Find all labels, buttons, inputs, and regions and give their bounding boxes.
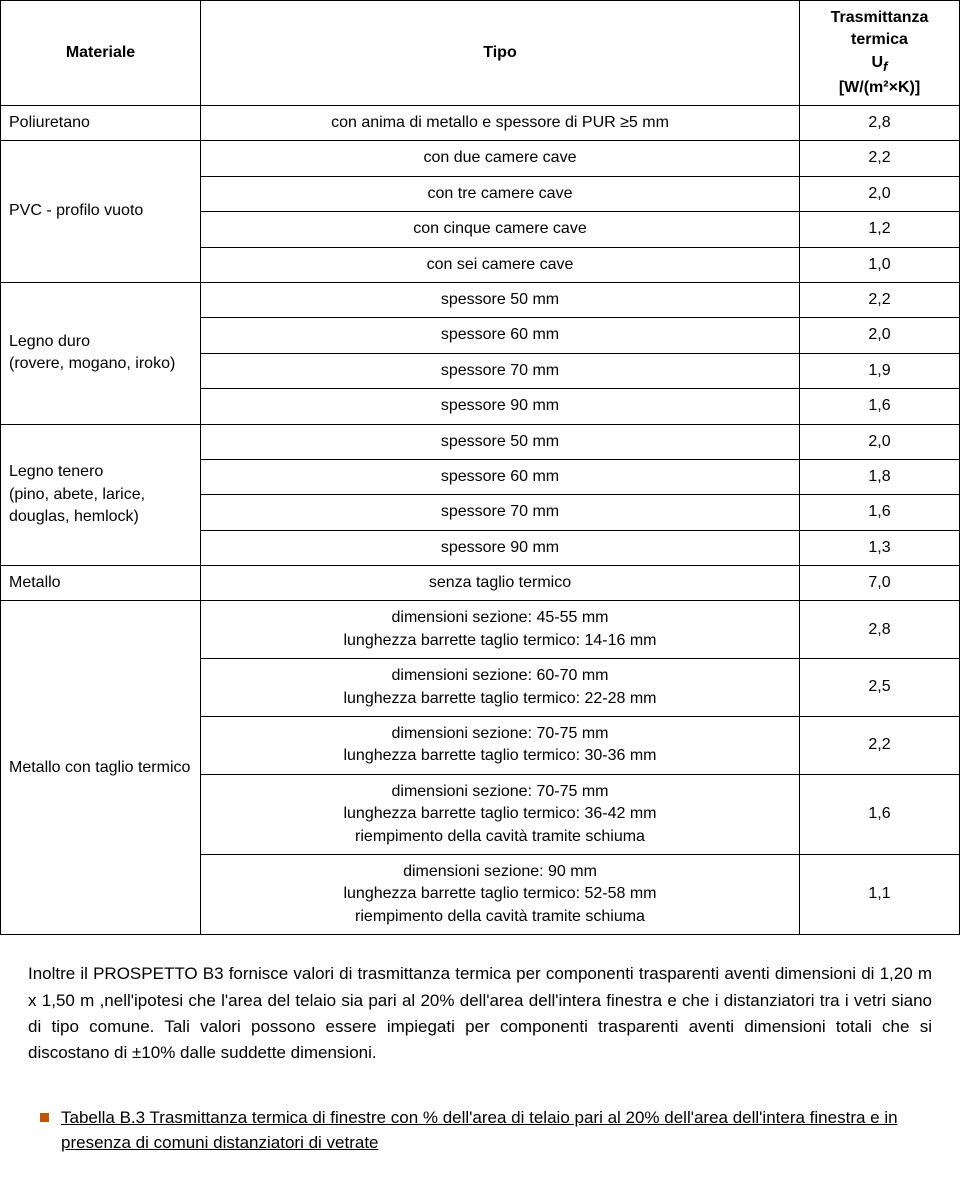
header-line2: Uf: [808, 52, 951, 77]
cell-tipo: con sei camere cave: [201, 247, 800, 282]
cell-value: 1,8: [800, 459, 960, 494]
cell-value: 2,2: [800, 717, 960, 775]
cell-tipo: spessore 50 mm: [201, 424, 800, 459]
table-header-row: Materiale Tipo Trasmittanza termica Uf […: [1, 1, 960, 106]
header-line3: [W/(m²×K)]: [808, 77, 951, 99]
table-row: Legno tenero (pino, abete, larice, dougl…: [1, 424, 960, 459]
materials-table: Materiale Tipo Trasmittanza termica Uf […: [0, 0, 960, 935]
cell-value: 2,0: [800, 424, 960, 459]
cell-value: 2,0: [800, 318, 960, 353]
cell-materiale: Poliuretano: [1, 106, 201, 141]
cell-tipo: dimensioni sezione: 45-55 mm lunghezza b…: [201, 601, 800, 659]
cell-tipo: con due camere cave: [201, 141, 800, 176]
cell-tipo: con cinque camere cave: [201, 212, 800, 247]
cell-materiale: Legno tenero (pino, abete, larice, dougl…: [1, 424, 201, 566]
header-trasmittanza: Trasmittanza termica Uf [W/(m²×K)]: [800, 1, 960, 106]
bullet-icon: [40, 1113, 49, 1122]
plus-minus-symbol: ±: [132, 1043, 141, 1062]
table-row: Metallo con taglio termico dimensioni se…: [1, 601, 960, 659]
cell-value: 1,1: [800, 855, 960, 935]
table-row: PVC - profilo vuoto con due camere cave …: [1, 141, 960, 176]
cell-value: 2,0: [800, 176, 960, 211]
header-materiale: Materiale: [1, 1, 201, 106]
cell-tipo: spessore 60 mm: [201, 318, 800, 353]
cell-value: 1,2: [800, 212, 960, 247]
table-row: Poliuretano con anima di metallo e spess…: [1, 106, 960, 141]
cell-tipo: spessore 60 mm: [201, 459, 800, 494]
cell-tipo: dimensioni sezione: 70-75 mm lunghezza b…: [201, 774, 800, 854]
cell-tipo: spessore 90 mm: [201, 530, 800, 565]
cell-value: 2,8: [800, 601, 960, 659]
cell-value: 1,6: [800, 774, 960, 854]
cell-value: 7,0: [800, 566, 960, 601]
cell-tipo: spessore 70 mm: [201, 495, 800, 530]
cell-tipo: spessore 70 mm: [201, 353, 800, 388]
cell-value: 2,2: [800, 282, 960, 317]
cell-tipo: spessore 50 mm: [201, 282, 800, 317]
cell-tipo: con anima di metallo e spessore di PUR ≥…: [201, 106, 800, 141]
table-row: Legno duro (rovere, mogano, iroko) spess…: [1, 282, 960, 317]
cell-value: 1,6: [800, 495, 960, 530]
cell-value: 1,9: [800, 353, 960, 388]
table-row: Metallo senza taglio termico 7,0: [1, 566, 960, 601]
header-line1: Trasmittanza termica: [808, 7, 951, 52]
reference-link[interactable]: Tabella B.3 Trasmittanza termica di fine…: [61, 1105, 932, 1156]
cell-value: 2,2: [800, 141, 960, 176]
footer-reference: Tabella B.3 Trasmittanza termica di fine…: [0, 1077, 960, 1176]
cell-value: 1,6: [800, 389, 960, 424]
cell-value: 1,0: [800, 247, 960, 282]
cell-value: 2,5: [800, 659, 960, 717]
cell-materiale: PVC - profilo vuoto: [1, 141, 201, 283]
cell-tipo: con tre camere cave: [201, 176, 800, 211]
footer-paragraph: Inoltre il PROSPETTO B3 fornisce valori …: [0, 935, 960, 1076]
document-page: Materiale Tipo Trasmittanza termica Uf […: [0, 0, 960, 1176]
cell-materiale: Metallo con taglio termico: [1, 601, 201, 935]
cell-value: 1,3: [800, 530, 960, 565]
cell-tipo: dimensioni sezione: 60-70 mm lunghezza b…: [201, 659, 800, 717]
cell-materiale: Legno duro (rovere, mogano, iroko): [1, 282, 201, 424]
cell-materiale: Metallo: [1, 566, 201, 601]
cell-tipo: senza taglio termico: [201, 566, 800, 601]
cell-tipo: dimensioni sezione: 90 mm lunghezza barr…: [201, 855, 800, 935]
cell-tipo: dimensioni sezione: 70-75 mm lunghezza b…: [201, 717, 800, 775]
header-tipo: Tipo: [201, 1, 800, 106]
cell-tipo: spessore 90 mm: [201, 389, 800, 424]
cell-value: 2,8: [800, 106, 960, 141]
